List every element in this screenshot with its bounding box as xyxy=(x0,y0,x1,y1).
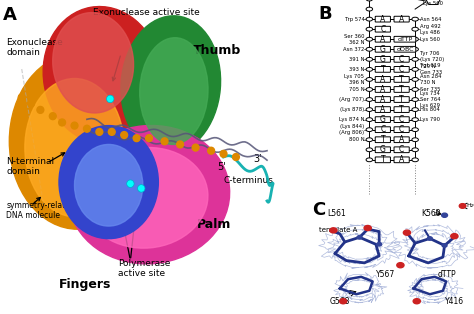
Circle shape xyxy=(330,228,337,233)
Text: C: C xyxy=(399,55,404,64)
Text: A: A xyxy=(380,95,385,104)
Text: dTTP: dTTP xyxy=(438,270,456,279)
Text: Asn 564: Asn 564 xyxy=(420,17,442,22)
Circle shape xyxy=(428,237,432,240)
Text: Arg 492
Lys 486: Arg 492 Lys 486 xyxy=(420,24,441,35)
FancyBboxPatch shape xyxy=(394,67,409,72)
Circle shape xyxy=(146,135,153,142)
FancyBboxPatch shape xyxy=(394,147,409,153)
Ellipse shape xyxy=(53,13,134,113)
Circle shape xyxy=(366,78,373,81)
Ellipse shape xyxy=(140,38,208,144)
Text: A: A xyxy=(380,75,385,84)
Text: (Lys 844)
(Arg 806): (Lys 844) (Arg 806) xyxy=(339,124,365,135)
Circle shape xyxy=(137,185,145,192)
Text: Lys 734
Ser 764
Lys 629: Lys 734 Ser 764 Lys 629 xyxy=(420,91,441,108)
Text: Asn 372: Asn 372 xyxy=(343,47,365,52)
Text: 729 N
Gen 733: 729 N Gen 733 xyxy=(420,64,442,75)
Circle shape xyxy=(366,0,373,1)
Circle shape xyxy=(366,17,373,21)
Text: G: G xyxy=(380,145,386,154)
FancyBboxPatch shape xyxy=(375,157,391,163)
Text: C: C xyxy=(399,65,404,74)
Text: Lys 705
396 N: Lys 705 396 N xyxy=(345,74,365,85)
Circle shape xyxy=(366,37,373,41)
Text: T: T xyxy=(381,155,385,164)
Circle shape xyxy=(412,78,419,81)
Circle shape xyxy=(366,27,373,31)
Circle shape xyxy=(49,113,56,120)
Circle shape xyxy=(27,100,35,107)
Circle shape xyxy=(412,118,419,122)
Circle shape xyxy=(366,158,373,162)
Circle shape xyxy=(412,68,419,71)
Circle shape xyxy=(339,299,347,304)
Circle shape xyxy=(18,94,25,101)
Circle shape xyxy=(121,132,128,138)
Text: C: C xyxy=(399,115,404,124)
Circle shape xyxy=(366,7,373,11)
Text: Ser 360
362 N: Ser 360 362 N xyxy=(344,34,365,45)
Text: Lys 560: Lys 560 xyxy=(420,37,440,42)
Text: A: A xyxy=(399,135,404,144)
Text: Exonuclease active site: Exonuclease active site xyxy=(93,8,200,17)
Text: A: A xyxy=(3,6,17,24)
Circle shape xyxy=(208,147,215,154)
Text: His 804: His 804 xyxy=(420,107,440,112)
FancyBboxPatch shape xyxy=(375,147,391,153)
Text: A: A xyxy=(399,15,404,24)
Ellipse shape xyxy=(84,148,208,248)
Circle shape xyxy=(366,57,373,61)
FancyBboxPatch shape xyxy=(394,157,409,163)
FancyBboxPatch shape xyxy=(375,26,391,32)
Text: Trp 574: Trp 574 xyxy=(345,17,365,22)
Text: 705 N: 705 N xyxy=(349,87,365,92)
Text: C: C xyxy=(399,145,404,154)
Text: T: T xyxy=(399,95,404,104)
FancyBboxPatch shape xyxy=(394,137,409,143)
Ellipse shape xyxy=(9,53,146,229)
Text: C: C xyxy=(380,125,385,134)
FancyBboxPatch shape xyxy=(394,77,409,82)
Text: Ser 735: Ser 735 xyxy=(420,87,440,92)
FancyBboxPatch shape xyxy=(375,46,391,52)
Text: Y567: Y567 xyxy=(376,270,395,279)
Circle shape xyxy=(412,108,419,111)
Text: A: A xyxy=(399,155,404,164)
Text: G568: G568 xyxy=(330,296,350,306)
Circle shape xyxy=(220,150,227,157)
FancyBboxPatch shape xyxy=(375,16,391,22)
Circle shape xyxy=(366,98,373,101)
Text: N-terminal
domain: N-terminal domain xyxy=(6,157,55,176)
Circle shape xyxy=(412,17,419,21)
Circle shape xyxy=(366,88,373,91)
Circle shape xyxy=(412,88,419,91)
FancyBboxPatch shape xyxy=(375,87,391,92)
Ellipse shape xyxy=(121,16,220,154)
Circle shape xyxy=(377,242,382,246)
Circle shape xyxy=(366,108,373,111)
Text: K560: K560 xyxy=(422,209,441,219)
Text: Tyr 706
(Lys 720)
Tgt 619: Tyr 706 (Lys 720) Tgt 619 xyxy=(420,51,444,68)
Text: C: C xyxy=(380,25,385,34)
FancyBboxPatch shape xyxy=(375,67,391,72)
Text: Y416: Y416 xyxy=(445,296,464,306)
FancyBboxPatch shape xyxy=(394,57,409,62)
Circle shape xyxy=(133,135,140,142)
Circle shape xyxy=(177,141,183,148)
Ellipse shape xyxy=(43,7,162,144)
Text: G: G xyxy=(380,45,386,54)
Text: Lys 790: Lys 790 xyxy=(420,117,440,122)
Text: C: C xyxy=(399,125,404,134)
Circle shape xyxy=(366,47,373,51)
FancyBboxPatch shape xyxy=(375,127,391,133)
Text: (Arg 707): (Arg 707) xyxy=(339,97,365,102)
Text: T: T xyxy=(381,65,385,74)
Circle shape xyxy=(403,230,410,235)
Circle shape xyxy=(412,128,419,132)
Text: 5': 5' xyxy=(217,162,226,172)
Circle shape xyxy=(412,158,419,162)
FancyBboxPatch shape xyxy=(375,77,391,82)
Text: symmetry-related
DNA molecule: symmetry-related DNA molecule xyxy=(6,201,75,220)
Circle shape xyxy=(366,68,373,71)
